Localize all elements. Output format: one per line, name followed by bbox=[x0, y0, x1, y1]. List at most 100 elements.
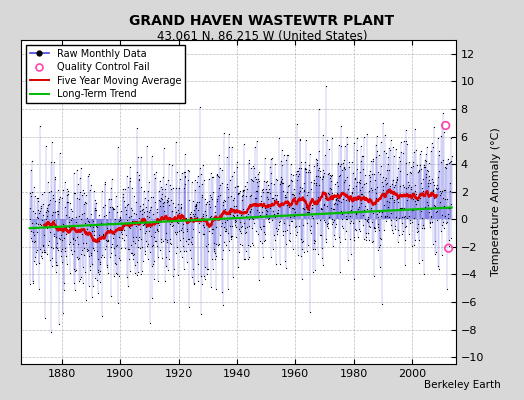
Point bbox=[302, 169, 310, 176]
Point bbox=[98, 313, 106, 319]
Point bbox=[357, 200, 365, 206]
Point bbox=[368, 219, 377, 226]
Point bbox=[65, 241, 73, 247]
Point bbox=[343, 141, 351, 148]
Point bbox=[274, 226, 282, 232]
Point bbox=[328, 221, 336, 227]
Point bbox=[115, 234, 123, 240]
Point bbox=[191, 210, 199, 217]
Point bbox=[446, 205, 454, 211]
Point bbox=[34, 207, 42, 214]
Point bbox=[261, 186, 270, 192]
Point bbox=[319, 172, 328, 179]
Point bbox=[447, 235, 455, 241]
Point bbox=[246, 243, 255, 249]
Point bbox=[303, 248, 311, 254]
Point bbox=[97, 233, 105, 239]
Point bbox=[29, 278, 38, 284]
Point bbox=[304, 162, 313, 168]
Point bbox=[29, 228, 37, 235]
Point bbox=[155, 188, 163, 194]
Point bbox=[32, 220, 40, 226]
Point bbox=[130, 193, 138, 200]
Point bbox=[102, 264, 111, 270]
Point bbox=[221, 206, 230, 212]
Point bbox=[255, 276, 264, 283]
Point bbox=[248, 177, 256, 183]
Point bbox=[86, 262, 94, 269]
Point bbox=[152, 209, 161, 216]
Point bbox=[294, 222, 303, 229]
Point bbox=[432, 185, 441, 191]
Point bbox=[302, 192, 311, 199]
Point bbox=[398, 214, 407, 220]
Point bbox=[241, 182, 249, 189]
Point bbox=[224, 286, 232, 292]
Point bbox=[386, 195, 394, 201]
Point bbox=[54, 199, 63, 206]
Point bbox=[264, 188, 272, 195]
Point bbox=[48, 212, 56, 218]
Point bbox=[204, 216, 213, 222]
Point bbox=[426, 180, 434, 186]
Point bbox=[35, 260, 43, 266]
Point bbox=[439, 157, 447, 163]
Point bbox=[43, 202, 52, 208]
Point bbox=[208, 174, 216, 180]
Point bbox=[61, 211, 70, 218]
Point bbox=[54, 321, 63, 327]
Point bbox=[73, 234, 81, 240]
Point bbox=[317, 209, 325, 216]
Point bbox=[211, 208, 220, 215]
Point bbox=[276, 180, 285, 187]
Point bbox=[404, 194, 412, 200]
Point bbox=[153, 205, 161, 212]
Point bbox=[97, 233, 106, 239]
Point bbox=[229, 212, 237, 218]
Point bbox=[249, 215, 257, 222]
Point bbox=[244, 256, 253, 262]
Point bbox=[206, 192, 214, 198]
Point bbox=[301, 159, 310, 166]
Point bbox=[205, 204, 214, 210]
Point bbox=[333, 160, 342, 166]
Point bbox=[93, 235, 102, 242]
Point bbox=[316, 206, 325, 212]
Point bbox=[163, 266, 172, 273]
Point bbox=[263, 194, 271, 200]
Point bbox=[233, 159, 241, 166]
Point bbox=[341, 142, 349, 149]
Point bbox=[442, 204, 451, 211]
Point bbox=[287, 218, 295, 224]
Point bbox=[53, 208, 62, 214]
Point bbox=[35, 210, 43, 217]
Point bbox=[245, 254, 254, 260]
Point bbox=[130, 250, 138, 257]
Point bbox=[423, 205, 432, 211]
Point bbox=[282, 265, 291, 272]
Point bbox=[312, 180, 320, 186]
Point bbox=[288, 178, 297, 184]
Point bbox=[33, 228, 41, 235]
Point bbox=[154, 243, 162, 250]
Point bbox=[441, 164, 450, 170]
Point bbox=[256, 238, 265, 244]
Point bbox=[111, 252, 119, 258]
Point bbox=[221, 228, 230, 234]
Point bbox=[298, 204, 307, 211]
Point bbox=[346, 236, 355, 243]
Point bbox=[57, 232, 65, 238]
Point bbox=[389, 177, 398, 184]
Point bbox=[104, 237, 113, 243]
Point bbox=[257, 193, 265, 199]
Point bbox=[121, 186, 129, 192]
Point bbox=[176, 215, 184, 222]
Point bbox=[254, 230, 262, 237]
Point bbox=[114, 144, 123, 151]
Point bbox=[153, 226, 161, 232]
Point bbox=[139, 221, 148, 227]
Point bbox=[239, 192, 248, 198]
Point bbox=[161, 230, 170, 236]
Point bbox=[344, 186, 352, 192]
Point bbox=[402, 223, 410, 230]
